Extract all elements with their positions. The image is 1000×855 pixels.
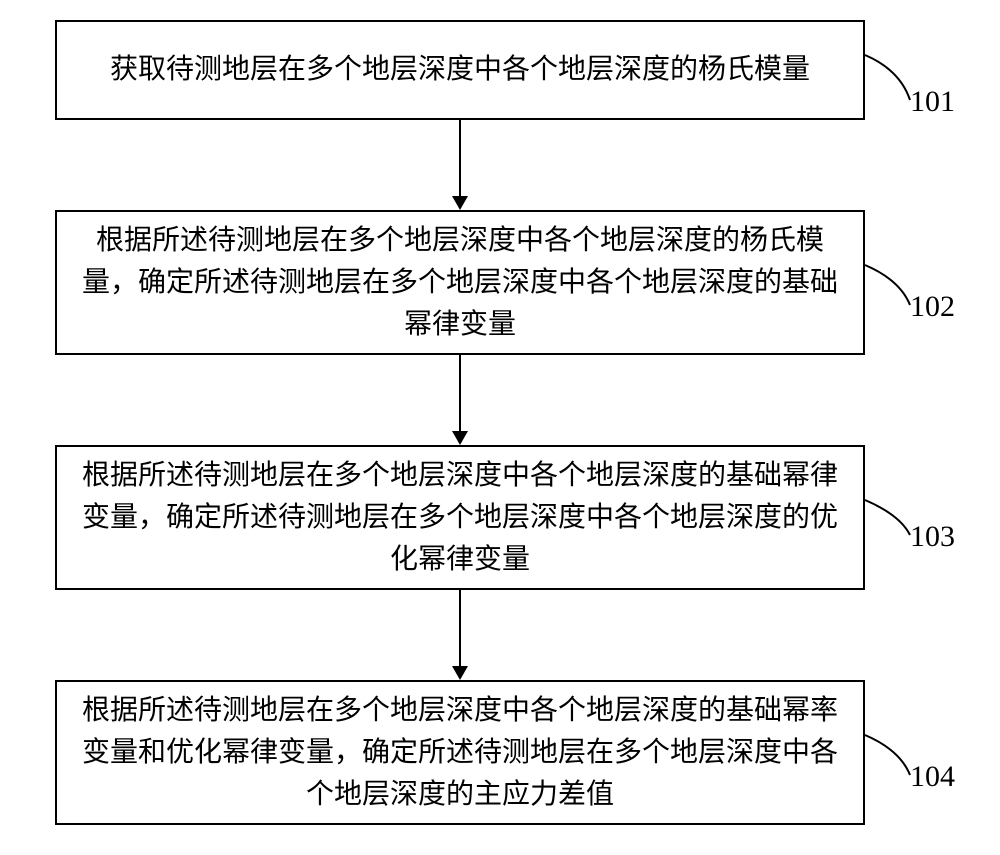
arrow-1-line xyxy=(459,120,461,196)
arrow-1-head xyxy=(452,196,468,210)
step-text-3: 根据所述待测地层在多个地层深度中各个地层深度的基础幂律变量，确定所述待测地层在多… xyxy=(77,455,843,581)
arrow-3-line xyxy=(459,590,461,666)
arrow-2-head xyxy=(452,431,468,445)
step-label-3: 103 xyxy=(910,520,955,554)
flowchart-canvas: 获取待测地层在多个地层深度中各个地层深度的杨氏模量 根据所述待测地层在多个地层深… xyxy=(0,0,1000,855)
step-box-2: 根据所述待测地层在多个地层深度中各个地层深度的杨氏模量，确定所述待测地层在多个地… xyxy=(55,210,865,355)
arrow-2-line xyxy=(459,355,461,431)
step-text-4: 根据所述待测地层在多个地层深度中各个地层深度的基础幂率变量和优化幂律变量，确定所… xyxy=(77,690,843,816)
step-label-1: 101 xyxy=(910,85,955,119)
step-box-3: 根据所述待测地层在多个地层深度中各个地层深度的基础幂律变量，确定所述待测地层在多… xyxy=(55,445,865,590)
step-label-2: 102 xyxy=(910,290,955,324)
step-label-4: 104 xyxy=(910,760,955,794)
arrow-3-head xyxy=(452,666,468,680)
step-text-1: 获取待测地层在多个地层深度中各个地层深度的杨氏模量 xyxy=(110,49,810,91)
step-box-1: 获取待测地层在多个地层深度中各个地层深度的杨氏模量 xyxy=(55,20,865,120)
step-box-4: 根据所述待测地层在多个地层深度中各个地层深度的基础幂率变量和优化幂律变量，确定所… xyxy=(55,680,865,825)
step-text-2: 根据所述待测地层在多个地层深度中各个地层深度的杨氏模量，确定所述待测地层在多个地… xyxy=(77,220,843,346)
